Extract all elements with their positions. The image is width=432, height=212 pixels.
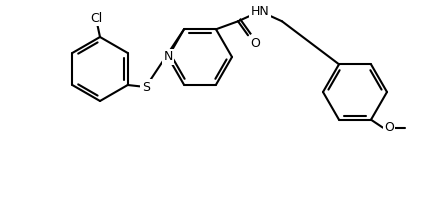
Text: O: O xyxy=(250,37,260,50)
Text: S: S xyxy=(142,81,150,93)
Text: Cl: Cl xyxy=(90,12,102,25)
Text: N: N xyxy=(163,50,173,64)
Text: O: O xyxy=(384,121,394,134)
Text: HN: HN xyxy=(251,5,270,18)
